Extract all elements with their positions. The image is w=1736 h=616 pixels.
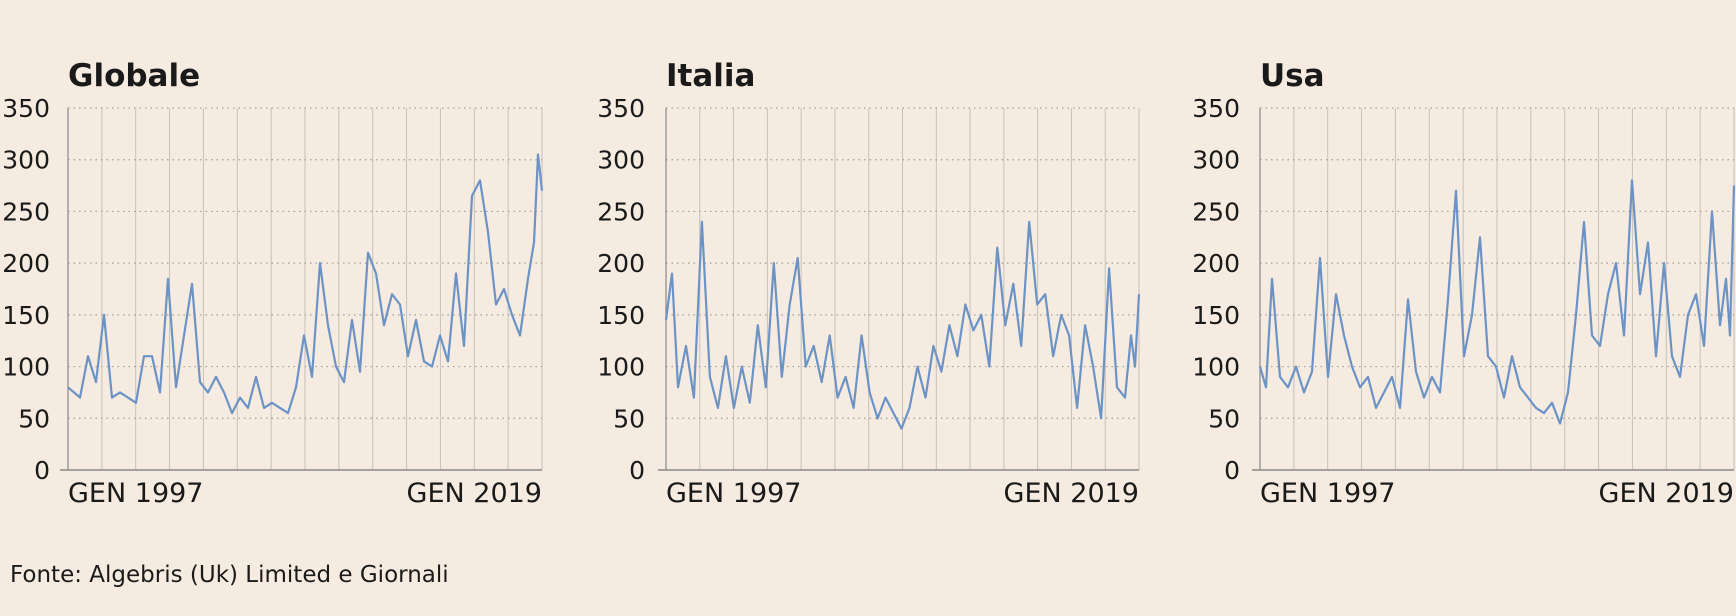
y-tick-label: 200 <box>597 249 645 278</box>
y-tick-label: 50 <box>18 404 50 433</box>
y-tick-label: 0 <box>1224 456 1240 485</box>
y-tick-label: 200 <box>1192 249 1240 278</box>
y-tick-label: 50 <box>613 404 645 433</box>
y-tick-label: 100 <box>2 353 50 382</box>
series-line <box>664 220 1141 430</box>
y-tick-label: 150 <box>2 301 50 330</box>
x-tick-label: GEN 2019 <box>1599 478 1734 509</box>
chart-usa: 0 50 100 150 200 250 300 350 Usa GEN 1997 GEN 2019 <box>1192 58 1736 509</box>
series-line <box>67 153 544 415</box>
y-tick-label: 150 <box>597 301 645 330</box>
x-tick-label: GEN 1997 <box>1260 478 1395 509</box>
series-line <box>1258 179 1736 425</box>
x-tick-label: GEN 1997 <box>68 478 203 509</box>
chart-title: Usa <box>1260 58 1325 94</box>
vertical-gridlines <box>665 108 1140 470</box>
y-tick-label: 150 <box>1192 301 1240 330</box>
chart-italia: 0 50 100 150 200 250 300 350 Italia GEN 1997 GEN 2… <box>597 58 1141 509</box>
x-tick-label: GEN 2019 <box>1004 478 1139 509</box>
chart-title: Globale <box>68 58 200 94</box>
y-tick-label: 300 <box>597 146 645 175</box>
x-tick-label: GEN 1997 <box>666 478 801 509</box>
y-tick-label: 250 <box>597 197 645 226</box>
y-tick-label: 250 <box>1192 197 1240 226</box>
chart-title: Italia <box>666 58 755 94</box>
x-tick-label: GEN 2019 <box>407 478 542 509</box>
y-tick-label: 0 <box>629 456 645 485</box>
y-tick-label: 350 <box>1192 94 1240 123</box>
y-tick-label: 50 <box>1208 404 1240 433</box>
chart-globale: 0 50 100 150 200 250 300 350 Globale GEN 1997 GEN … <box>2 58 544 509</box>
y-tick-label: 300 <box>1192 146 1240 175</box>
vertical-gridlines <box>1259 108 1735 470</box>
y-tick-label: 350 <box>597 94 645 123</box>
vertical-gridlines <box>67 108 543 470</box>
y-tick-label: 200 <box>2 249 50 278</box>
y-tick-label: 100 <box>1192 353 1240 382</box>
y-tick-label: 0 <box>34 456 50 485</box>
y-tick-label: 350 <box>2 94 50 123</box>
y-tick-label: 100 <box>597 353 645 382</box>
source-note: Fonte: Algebris (Uk) Limited e Giornali <box>10 562 449 588</box>
y-tick-label: 300 <box>2 146 50 175</box>
y-tick-label: 250 <box>2 197 50 226</box>
